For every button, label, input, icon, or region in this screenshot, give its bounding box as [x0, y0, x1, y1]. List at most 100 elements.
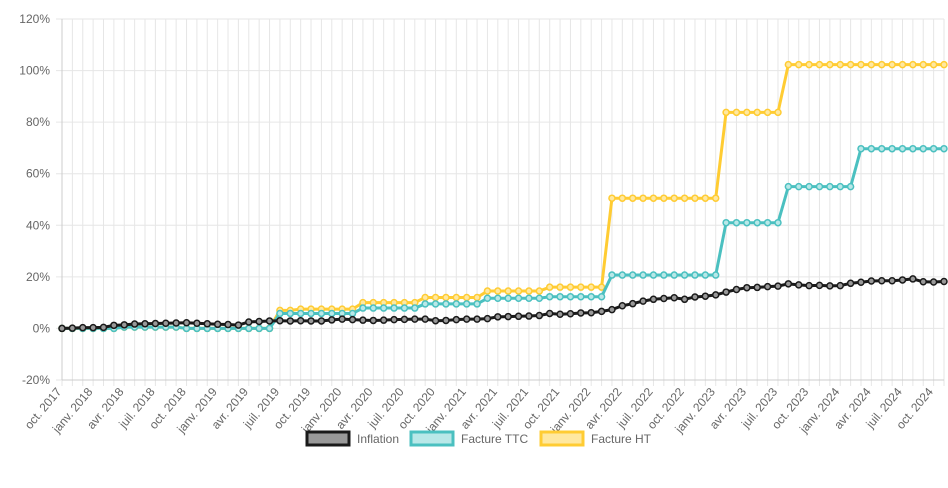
data-point[interactable]: [815, 182, 824, 191]
data-point[interactable]: [888, 144, 896, 153]
data-point[interactable]: [577, 283, 585, 291]
data-point[interactable]: [203, 320, 212, 328]
data-point[interactable]: [691, 293, 699, 301]
data-point[interactable]: [722, 108, 730, 117]
data-point[interactable]: [494, 313, 502, 321]
data-point[interactable]: [722, 288, 730, 296]
data-point[interactable]: [618, 271, 627, 279]
data-point[interactable]: [774, 108, 782, 117]
data-point[interactable]: [608, 271, 616, 279]
data-point[interactable]: [110, 321, 118, 330]
data-point[interactable]: [545, 283, 554, 291]
data-point[interactable]: [577, 292, 585, 301]
data-point[interactable]: [628, 194, 637, 202]
data-point[interactable]: [566, 309, 575, 318]
data-point[interactable]: [722, 218, 730, 227]
data-point[interactable]: [940, 144, 948, 153]
data-point[interactable]: [462, 315, 471, 323]
data-point[interactable]: [535, 287, 544, 295]
data-point[interactable]: [608, 305, 616, 314]
data-point[interactable]: [743, 218, 751, 227]
data-point[interactable]: [120, 321, 129, 329]
data-point[interactable]: [431, 316, 440, 325]
data-point[interactable]: [909, 144, 917, 153]
data-point[interactable]: [587, 292, 595, 301]
data-point[interactable]: [462, 293, 471, 302]
data-point[interactable]: [857, 60, 865, 69]
data-point[interactable]: [504, 312, 512, 321]
data-point[interactable]: [296, 316, 305, 325]
data-point[interactable]: [431, 293, 440, 302]
data-point[interactable]: [680, 295, 689, 304]
data-point[interactable]: [442, 300, 450, 308]
data-point[interactable]: [763, 108, 772, 117]
data-point[interactable]: [753, 283, 761, 292]
data-point[interactable]: [857, 278, 865, 287]
data-point[interactable]: [296, 309, 305, 318]
data-point[interactable]: [452, 315, 461, 324]
data-point[interactable]: [473, 300, 481, 308]
data-point[interactable]: [732, 218, 741, 227]
data-point[interactable]: [639, 297, 647, 305]
data-point[interactable]: [213, 320, 222, 329]
data-point[interactable]: [608, 194, 616, 202]
data-point[interactable]: [328, 309, 336, 318]
data-point[interactable]: [421, 293, 429, 302]
data-point[interactable]: [909, 275, 917, 283]
data-point[interactable]: [535, 311, 544, 320]
data-point[interactable]: [680, 194, 689, 202]
data-point[interactable]: [68, 324, 77, 332]
legend-item-inflation[interactable]: Inflation: [305, 430, 399, 447]
data-point[interactable]: [348, 315, 357, 324]
data-point[interactable]: [462, 300, 471, 308]
data-point[interactable]: [307, 309, 315, 318]
legend-item-facture-ht[interactable]: Facture HT: [539, 430, 652, 447]
data-point[interactable]: [79, 323, 87, 332]
data-point[interactable]: [255, 317, 263, 326]
data-point[interactable]: [763, 218, 772, 227]
data-point[interactable]: [566, 292, 575, 301]
data-point[interactable]: [577, 309, 585, 317]
data-point[interactable]: [639, 271, 647, 279]
data-point[interactable]: [255, 324, 263, 333]
data-point[interactable]: [483, 314, 492, 323]
data-point[interactable]: [587, 283, 595, 291]
data-point[interactable]: [379, 304, 388, 312]
data-point[interactable]: [649, 271, 658, 279]
data-point[interactable]: [390, 315, 398, 324]
data-point[interactable]: [431, 300, 440, 308]
data-point[interactable]: [348, 309, 357, 318]
data-point[interactable]: [753, 218, 761, 227]
data-point[interactable]: [940, 60, 948, 69]
data-point[interactable]: [836, 182, 844, 191]
data-point[interactable]: [473, 293, 481, 302]
data-point[interactable]: [421, 300, 429, 308]
data-point[interactable]: [877, 60, 886, 69]
data-point[interactable]: [411, 304, 419, 312]
data-point[interactable]: [597, 292, 606, 301]
data-point[interactable]: [660, 294, 668, 303]
data-point[interactable]: [421, 315, 429, 323]
legend-item-facture-ttc[interactable]: Facture TTC: [409, 430, 528, 447]
data-point[interactable]: [369, 316, 378, 325]
data-point[interactable]: [877, 144, 886, 153]
data-point[interactable]: [836, 281, 844, 290]
data-point[interactable]: [442, 316, 450, 325]
data-point[interactable]: [473, 315, 481, 323]
data-point[interactable]: [514, 287, 523, 295]
data-point[interactable]: [442, 293, 450, 302]
data-point[interactable]: [711, 194, 720, 202]
data-point[interactable]: [794, 281, 803, 289]
data-point[interactable]: [639, 194, 647, 202]
data-point[interactable]: [898, 276, 907, 284]
data-point[interactable]: [130, 320, 139, 328]
data-point[interactable]: [556, 283, 564, 291]
data-point[interactable]: [338, 315, 346, 323]
data-point[interactable]: [836, 60, 844, 69]
data-point[interactable]: [805, 281, 813, 290]
data-point[interactable]: [815, 281, 824, 290]
data-point[interactable]: [390, 304, 398, 312]
data-point[interactable]: [846, 182, 855, 191]
data-point[interactable]: [670, 293, 678, 302]
data-point[interactable]: [234, 321, 243, 329]
